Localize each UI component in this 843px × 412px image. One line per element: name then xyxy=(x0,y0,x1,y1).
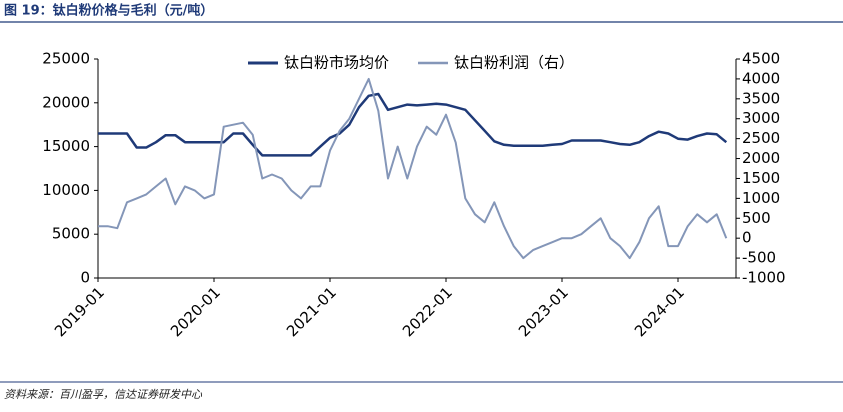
series-line xyxy=(98,92,728,157)
y-tick-label: 0 xyxy=(80,269,90,287)
y2-tick-label: 1000 xyxy=(742,189,780,207)
y2-tick-label: 500 xyxy=(742,209,771,227)
series-line xyxy=(98,77,728,260)
y-tick-label: 20000 xyxy=(42,93,90,111)
y2-tick-label: 3500 xyxy=(742,89,780,107)
y-tick-label: 25000 xyxy=(42,50,90,68)
legend-label: 钛白粉利润（右） xyxy=(454,54,574,72)
y2-tick-label: 2000 xyxy=(742,149,780,167)
y-tick-label: 15000 xyxy=(42,137,90,155)
x-tick-label: 2022-01 xyxy=(399,283,456,340)
chart-title: 图 19：钛白粉价格与毛利（元/吨） xyxy=(4,3,213,19)
y-tick-label: 5000 xyxy=(52,225,90,243)
y2-tick-label: 4500 xyxy=(742,50,780,68)
x-tick-label: 2019-01 xyxy=(51,283,108,340)
source: 资料来源：百川盈孚，信达证券研发中心 xyxy=(4,388,203,401)
y2-tick-label: 4000 xyxy=(742,69,780,87)
x-tick-label: 2023-01 xyxy=(515,283,572,340)
x-tick-label: 2021-01 xyxy=(283,283,340,340)
y2-tick-label: 2500 xyxy=(742,129,780,147)
y-tick-label: 10000 xyxy=(42,181,90,199)
x-tick-label: 2024-01 xyxy=(631,283,688,340)
legend-label: 钛白粉市场均价 xyxy=(284,54,389,72)
y2-tick-label: -1000 xyxy=(742,269,786,287)
x-tick-label: 2020-01 xyxy=(167,283,224,340)
y2-tick-label: -500 xyxy=(742,249,776,267)
y2-tick-label: 0 xyxy=(742,229,752,247)
y2-tick-label: 3000 xyxy=(742,109,780,127)
y2-tick-label: 1500 xyxy=(742,169,780,187)
